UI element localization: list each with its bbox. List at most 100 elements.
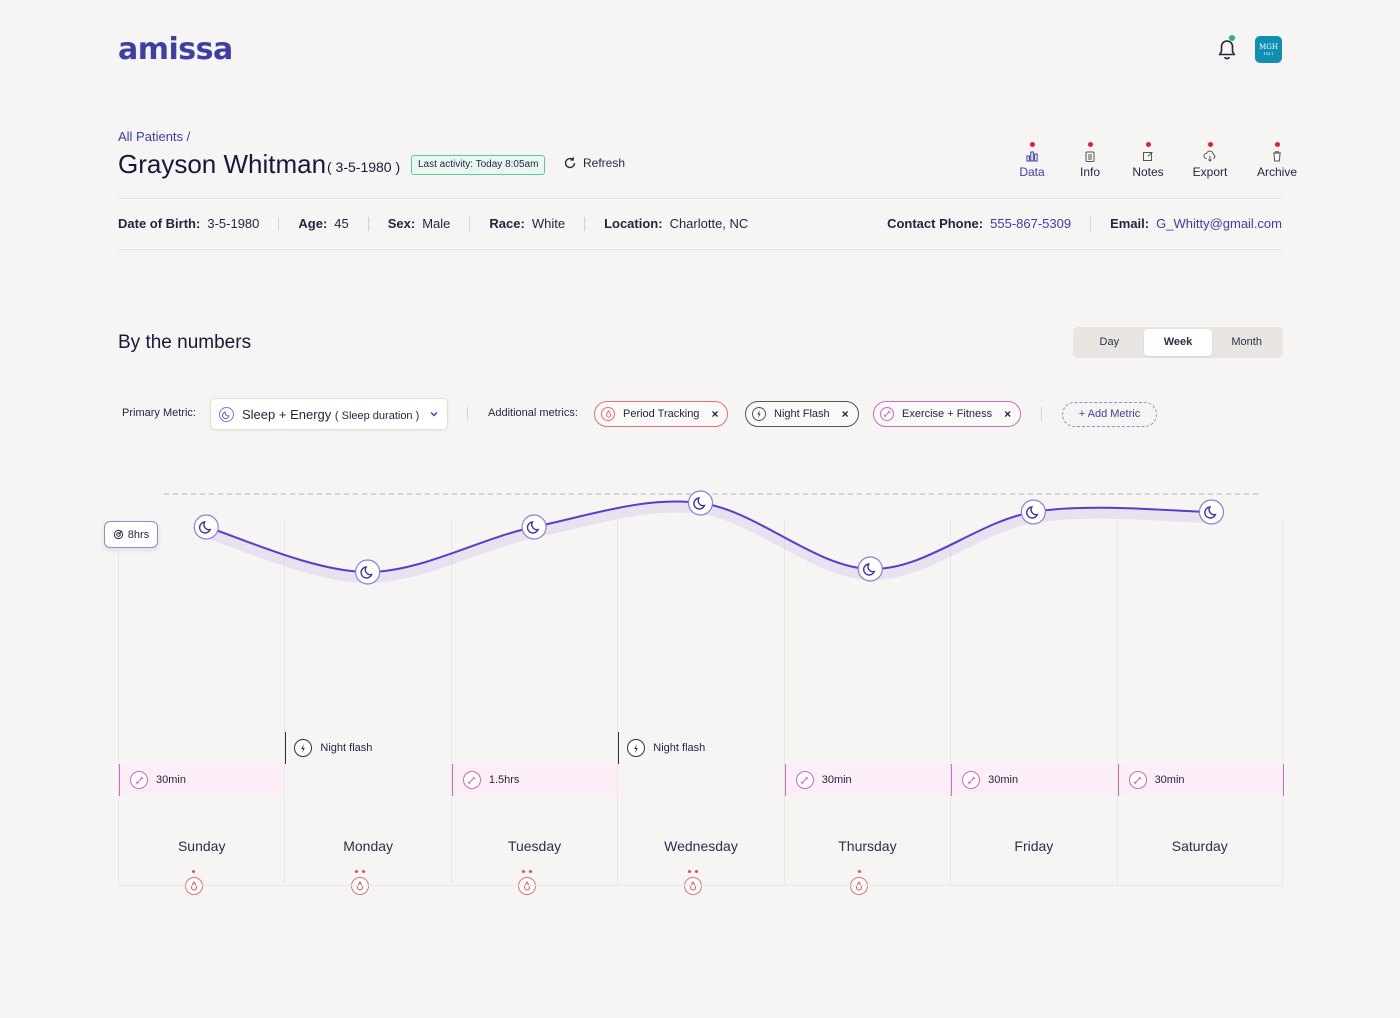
dumbbell-icon <box>130 771 148 789</box>
tab-alert-dot <box>1275 142 1280 147</box>
reference-label: 8hrs <box>127 528 150 541</box>
moon-icon <box>693 497 706 510</box>
primary-metric-value: Sleep + Energy <box>242 406 332 422</box>
location-value: Charlotte, NC <box>669 216 749 231</box>
drop-icon[interactable] <box>850 877 869 895</box>
bolt-icon <box>627 739 646 757</box>
primary-metric-select[interactable]: Sleep + Energy ( Sleep duration ) <box>210 398 448 430</box>
patient-dob-short: ( 3-5-1980 ) <box>327 159 401 175</box>
bolt-icon <box>294 739 313 757</box>
bar-chart-icon <box>1026 151 1038 162</box>
last-activity-badge: Last activity: Today 8:05am <box>411 155 546 175</box>
period-dots <box>277 867 442 873</box>
day-label: Friday <box>1014 838 1054 854</box>
drop-icon[interactable] <box>351 877 370 895</box>
chip-label: Night Flash <box>774 408 830 420</box>
exercise-band[interactable]: 1.5hrs <box>451 764 619 796</box>
tab-label: Info <box>1079 165 1100 179</box>
dumbbell-icon <box>880 407 894 421</box>
primary-metric-label: Primary Metric: <box>122 407 196 419</box>
sex-label: Sex: <box>387 216 416 231</box>
close-icon[interactable]: × <box>1004 407 1012 421</box>
night-flash-label: Night flash <box>653 742 706 754</box>
hospital-label: MGH <box>1259 43 1278 51</box>
trash-icon <box>1273 151 1281 162</box>
day-column: Friday 30min <box>950 520 1118 886</box>
reference-badge: 8hrs <box>104 521 158 548</box>
tab-archive[interactable]: Archive <box>1243 140 1311 179</box>
dob-label: Date of Birth: <box>118 216 201 231</box>
age-label: Age: <box>298 216 328 231</box>
bell-icon[interactable] <box>1216 38 1238 62</box>
moon-icon <box>219 406 234 422</box>
exercise-duration: 30min <box>821 774 852 786</box>
breadcrumb[interactable]: All Patients / <box>118 129 191 144</box>
day-label: Wednesday <box>664 838 738 854</box>
period-dots <box>610 867 775 873</box>
dumbbell-icon <box>462 771 481 789</box>
tab-alert-dot <box>1146 142 1151 147</box>
exercise-duration: 1.5hrs <box>488 774 520 786</box>
day-column: Monday Night flash <box>284 520 451 895</box>
exercise-band[interactable]: 30min <box>119 764 286 796</box>
phone-label: Contact Phone: <box>887 216 984 231</box>
day-label: Tuesday <box>507 838 562 854</box>
age-value: 45 <box>334 216 349 231</box>
race-value: White <box>531 216 566 231</box>
day-label: Sunday <box>177 838 226 854</box>
exercise-band[interactable]: 30min <box>951 764 1118 796</box>
refresh-button[interactable]: Refresh <box>563 156 625 170</box>
chip-label: Exercise + Fitness <box>902 408 993 420</box>
moon-icon <box>1204 506 1217 519</box>
drop-icon[interactable] <box>517 877 536 895</box>
close-icon[interactable]: × <box>711 407 719 421</box>
phone-link[interactable]: 555-867-5309 <box>990 216 1072 231</box>
range-week[interactable]: Week <box>1143 329 1213 356</box>
chip-night-flash[interactable]: Night Flash × <box>745 401 859 427</box>
location-label: Location: <box>604 216 663 231</box>
email-link[interactable]: G_Whitty@gmail.com <box>1156 216 1282 231</box>
tab-label: Archive <box>1256 165 1297 179</box>
exercise-band[interactable]: 30min <box>1117 764 1284 796</box>
tab-data[interactable]: Data <box>1003 140 1061 179</box>
hospital-logo[interactable]: MGH 1811 <box>1255 36 1282 63</box>
day-column: Tuesday 1.5hrs <box>450 520 619 895</box>
day-column: Saturday 30min <box>1116 520 1284 886</box>
period-dot <box>687 870 691 873</box>
refresh-label: Refresh <box>583 156 626 170</box>
range-month[interactable]: Month <box>1231 336 1262 348</box>
tab-info[interactable]: Info <box>1061 140 1119 179</box>
tab-label: Notes <box>1132 165 1164 179</box>
period-dot <box>521 870 525 873</box>
race-label: Race: <box>489 216 525 231</box>
add-metric-button[interactable]: + Add Metric <box>1062 402 1157 427</box>
chip-label: Period Tracking <box>623 408 700 420</box>
range-day[interactable]: Day <box>1099 336 1120 348</box>
data-point[interactable] <box>687 490 714 516</box>
email-label: Email: <box>1110 216 1150 231</box>
chip-period-tracking[interactable]: Period Tracking × <box>594 401 729 427</box>
brand-logo[interactable]: amissa <box>118 32 233 67</box>
day-column: Thursday 30min <box>783 520 952 895</box>
close-icon[interactable]: × <box>841 407 849 421</box>
chip-exercise-fitness[interactable]: Exercise + Fitness × <box>873 401 1022 427</box>
divider <box>118 885 1283 886</box>
night-flash-band[interactable]: Night flash <box>618 732 784 764</box>
period-dot <box>694 870 698 873</box>
exercise-duration: 30min <box>156 774 186 786</box>
exercise-band[interactable]: 30min <box>784 764 952 796</box>
drop-icon[interactable] <box>683 877 702 895</box>
tab-notes[interactable]: Notes <box>1119 140 1177 179</box>
sex-value: Male <box>422 216 451 231</box>
period-dots <box>111 867 276 873</box>
notification-dot <box>1229 35 1235 41</box>
drop-icon <box>601 407 615 421</box>
period-dot <box>192 870 196 873</box>
tab-export[interactable]: Export <box>1177 140 1243 179</box>
night-flash-band[interactable]: Night flash <box>285 732 451 764</box>
divider <box>118 198 1282 199</box>
night-flash-label: Night flash <box>320 742 373 754</box>
target-icon <box>113 529 123 540</box>
dumbbell-icon <box>1128 771 1147 789</box>
drop-icon[interactable] <box>184 877 203 895</box>
